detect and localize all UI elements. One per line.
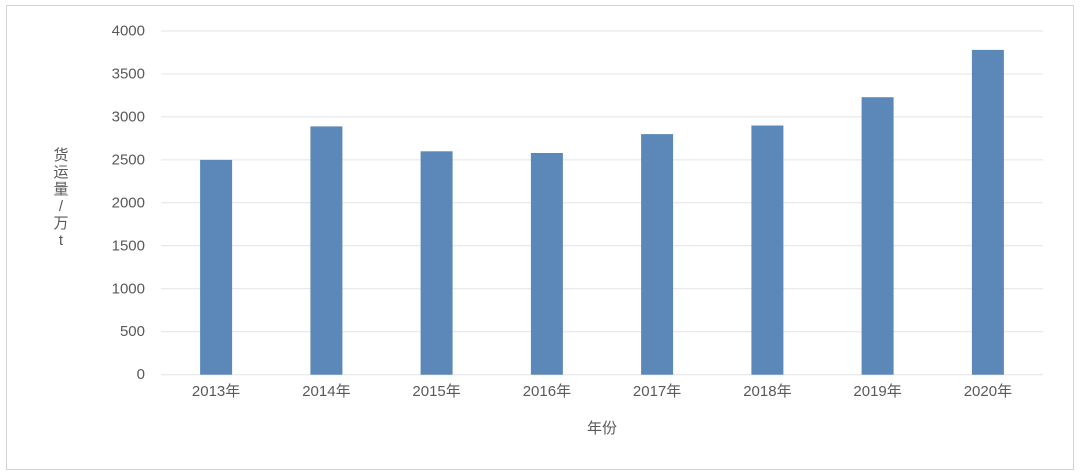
svg-text:3500: 3500 <box>112 66 145 83</box>
svg-text:2018年: 2018年 <box>743 383 791 400</box>
svg-text:2017年: 2017年 <box>633 383 681 400</box>
svg-text:2500: 2500 <box>112 151 145 168</box>
svg-text:2019年: 2019年 <box>853 383 901 400</box>
svg-text:4000: 4000 <box>112 23 145 40</box>
svg-text:2014年: 2014年 <box>302 383 350 400</box>
svg-text:2013年: 2013年 <box>192 383 240 400</box>
svg-text:3000: 3000 <box>112 108 145 125</box>
svg-text:2000: 2000 <box>112 194 145 211</box>
svg-text:0: 0 <box>137 366 145 383</box>
svg-text:2015年: 2015年 <box>412 383 460 400</box>
svg-text:2020年: 2020年 <box>964 383 1012 400</box>
svg-text:2016年: 2016年 <box>523 383 571 400</box>
svg-text:1500: 1500 <box>112 237 145 254</box>
svg-text:500: 500 <box>120 323 145 340</box>
svg-text:1000: 1000 <box>112 280 145 297</box>
